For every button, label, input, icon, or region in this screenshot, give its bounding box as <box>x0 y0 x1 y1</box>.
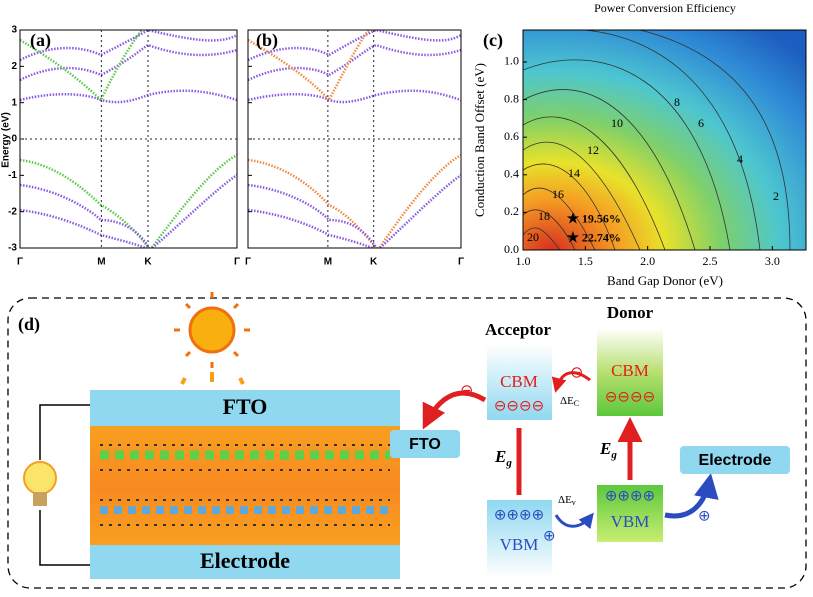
vbm-label: VBM <box>611 512 650 531</box>
x-tick-label: 2.5 <box>703 254 718 268</box>
k-point-label: M <box>97 257 105 268</box>
electron-transfer <box>551 371 591 393</box>
contour-label: 6 <box>698 116 704 130</box>
absorber-layer <box>90 425 400 547</box>
y-tick-label: -1 <box>8 170 17 181</box>
y-tick-label: 0.2 <box>504 204 519 218</box>
x-tick-label: 3.0 <box>765 254 780 268</box>
delta-ev: ΔEv <box>558 494 576 507</box>
atoms <box>100 444 390 526</box>
circuit <box>39 404 90 566</box>
y-tick-label: 0.4 <box>504 167 519 181</box>
k-point-label: K <box>144 257 152 268</box>
y-tick-label: 0.8 <box>504 91 519 105</box>
electrons: ⊖⊖⊖⊖ <box>494 398 544 414</box>
electrode-box-label: Electrode <box>699 452 772 469</box>
cbm-label: CBM <box>500 372 538 391</box>
k-point-label: K <box>370 257 378 268</box>
fto-box <box>390 430 460 458</box>
sun <box>174 292 250 385</box>
panel-label: (c) <box>483 30 503 51</box>
axes-frame <box>19 29 238 249</box>
contour-label: 16 <box>552 187 564 201</box>
panel-label: (a) <box>30 30 51 51</box>
contour-label: 20 <box>527 230 539 244</box>
x-tick-label: 2.0 <box>640 254 655 268</box>
eg-label: Eg <box>599 439 617 461</box>
band-lines <box>20 30 237 248</box>
hole-transfer <box>554 512 594 530</box>
panel-label: (b) <box>256 30 278 51</box>
point-label: 19.56% <box>582 212 621 226</box>
panel-label: (d) <box>18 314 40 335</box>
k-point-label: Γ <box>245 257 251 268</box>
fto-label: FTO <box>223 394 268 419</box>
axes-frame <box>522 29 807 251</box>
donor-label: Donor <box>607 303 654 322</box>
y-tick-label: 0 <box>11 134 17 145</box>
y-tick-label: 1.0 <box>504 54 519 68</box>
acceptor-label: Acceptor <box>485 320 552 339</box>
contour-label: 18 <box>538 209 550 223</box>
y-tick-label: 1 <box>11 97 17 108</box>
delta-ec: ΔEC <box>560 395 579 408</box>
k-point-label: Γ <box>17 257 23 268</box>
x-tick-label: 1.5 <box>578 254 593 268</box>
fto-layer <box>90 390 400 426</box>
acceptor-cbm <box>487 345 552 420</box>
cbm-label: CBM <box>611 361 649 380</box>
contour-label: 2 <box>773 189 779 203</box>
hole: ⊕ <box>543 528 556 544</box>
y-axis-label: Energy (eV) <box>1 112 12 168</box>
electron: ⊖ <box>570 365 583 382</box>
contour-label: 14 <box>568 166 580 180</box>
y-tick-label: -2 <box>8 206 17 217</box>
acceptor-vbm <box>487 500 552 578</box>
hole: ⊕ <box>698 508 711 524</box>
x-axis-label: Band Gap Donor (eV) <box>607 273 723 288</box>
electrons: ⊖⊖⊖⊖ <box>605 389 655 405</box>
fto-box-label: FTO <box>409 436 441 453</box>
donor-vbm <box>597 485 663 542</box>
bulb <box>23 461 57 506</box>
panel-border <box>7 297 807 589</box>
electron-to-fto <box>422 390 487 430</box>
electron: ⊖ <box>460 383 473 400</box>
gap-arrow <box>516 422 630 495</box>
contour-label: 12 <box>587 143 599 157</box>
point-label: 22.74% <box>582 230 621 244</box>
hole-to-electrode <box>664 473 719 519</box>
k-point-label: M <box>324 257 332 268</box>
y-tick-label: 2 <box>11 61 17 72</box>
y-tick-label: 0.0 <box>504 242 519 256</box>
contour-label: 8 <box>674 95 680 109</box>
vbm-label: VBM <box>500 535 539 554</box>
y-axis-label: Conduction Band Offset (eV) <box>472 63 487 217</box>
band-lines <box>248 30 461 248</box>
electrode-layer <box>90 545 400 579</box>
holes: ⊕⊕⊕⊕ <box>605 488 655 504</box>
k-point-label: Γ <box>234 257 240 268</box>
electrode-label: Electrode <box>200 548 290 573</box>
contour-label: 4 <box>737 152 743 166</box>
chart-title: Power Conversion Efficiency <box>594 1 736 15</box>
electrode-box <box>680 446 790 474</box>
star-marker: ★ <box>566 211 580 228</box>
y-tick-label: 3 <box>11 25 17 36</box>
eg-label: Eg <box>494 447 512 469</box>
y-tick-label: -3 <box>8 243 17 254</box>
contour-label: 10 <box>611 116 623 130</box>
x-tick-label: 1.0 <box>516 254 531 268</box>
holes: ⊕⊕⊕⊕ <box>494 507 544 523</box>
k-point-label: Γ <box>458 257 464 268</box>
star-marker: ★ <box>566 229 580 246</box>
contour-map <box>523 30 806 250</box>
y-tick-label: 0.6 <box>504 129 519 143</box>
